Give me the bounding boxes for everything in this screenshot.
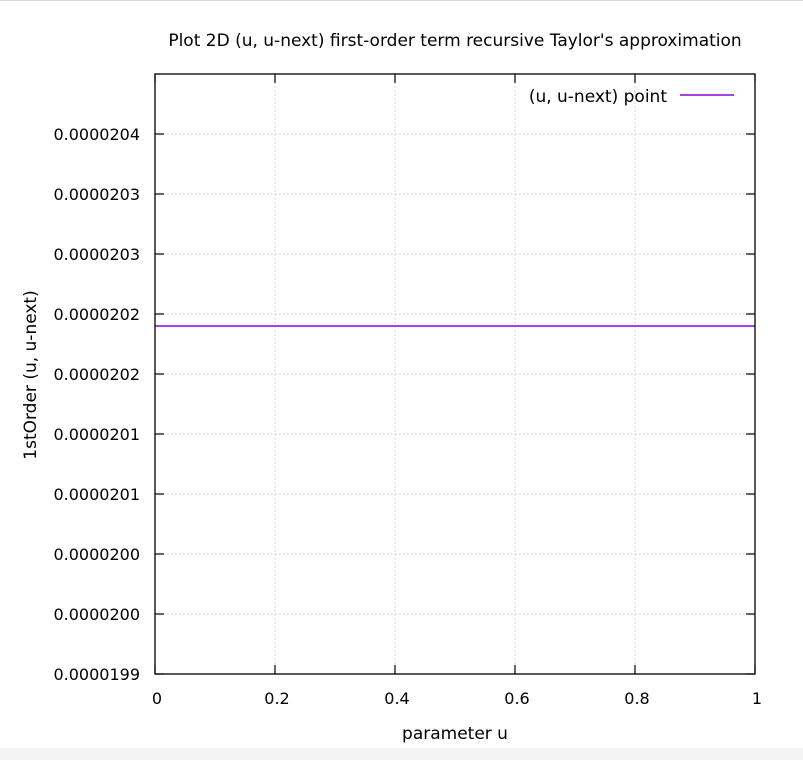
y-axis-label: 1stOrder (u, u-next) [21, 290, 41, 459]
x-tick-label: 0.2 [264, 689, 289, 708]
grid-lines [155, 74, 755, 674]
y-tick-label: 0.0000200 [53, 605, 140, 624]
legend: (u, u-next) point [529, 87, 734, 107]
y-tick-label: 0.0000199 [53, 665, 140, 684]
y-tick-label: 0.0000201 [53, 425, 140, 444]
x-tick-label: 0.4 [384, 689, 409, 708]
x-tick-label: 0 [152, 689, 162, 708]
chart-title: Plot 2D (u, u-next) first-order term rec… [168, 31, 741, 51]
y-tick-label: 0.0000200 [53, 545, 140, 564]
x-tick-label: 0.8 [624, 689, 649, 708]
tick-marks [154, 74, 756, 675]
y-tick-label: 0.0000203 [53, 185, 140, 204]
y-tick-label: 0.0000202 [53, 365, 140, 384]
y-tick-label: 0.0000204 [53, 125, 140, 144]
x-tick-label: 0.6 [504, 689, 529, 708]
y-tick-labels: 0.0000199 0.0000200 0.0000200 0.0000201 0.00… [53, 125, 140, 684]
top-divider [0, 0, 803, 1]
legend-entry-label: (u, u-next) point [529, 87, 668, 107]
x-tick-label: 1 [752, 689, 762, 708]
x-tick-labels: 0 0.2 0.4 0.6 0.8 1 [152, 689, 762, 708]
y-tick-label: 0.0000201 [53, 485, 140, 504]
y-tick-label: 0.0000203 [53, 245, 140, 264]
y-tick-label: 0.0000202 [53, 305, 140, 324]
bottom-strip [0, 748, 803, 760]
x-axis-label: parameter u [402, 724, 508, 744]
